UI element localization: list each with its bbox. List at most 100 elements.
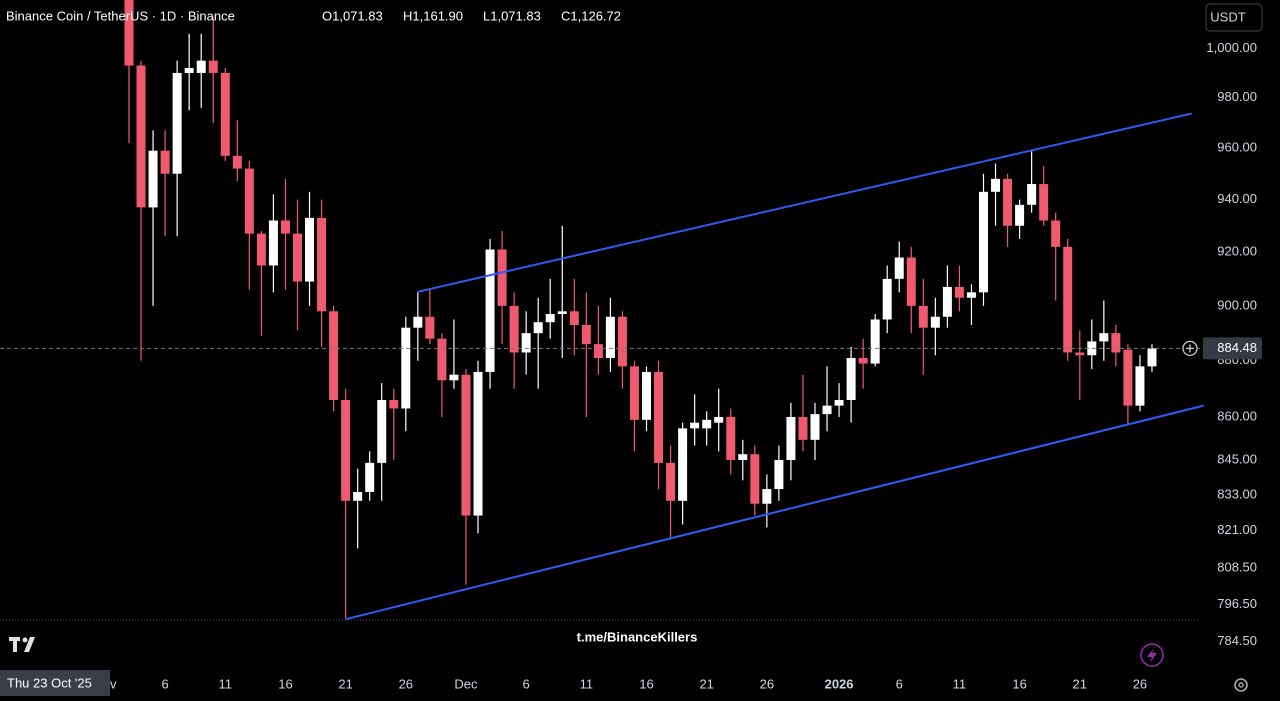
candle-body xyxy=(232,155,242,169)
x-tick-label: 26 xyxy=(760,676,774,691)
candle-body xyxy=(365,462,375,492)
candle-body xyxy=(208,60,218,73)
ohlc-high: H1,161.90 xyxy=(403,8,463,23)
y-tick-label: 845.00 xyxy=(1217,451,1257,466)
y-tick-label: 784.50 xyxy=(1217,633,1257,648)
settings-icon[interactable] xyxy=(1234,678,1248,692)
candle-body xyxy=(1135,366,1145,406)
candle-body xyxy=(172,72,182,174)
candle-body xyxy=(834,399,844,406)
candle-body xyxy=(894,257,904,279)
candle-body xyxy=(678,428,688,501)
settings-icon-core[interactable] xyxy=(1238,682,1244,688)
candle-body xyxy=(629,366,639,420)
candle-body xyxy=(341,399,351,501)
candle-body xyxy=(329,311,339,400)
candle-body xyxy=(906,257,916,306)
candle-body xyxy=(1087,341,1097,356)
candle-body xyxy=(966,292,976,298)
y-tick-label: 796.50 xyxy=(1217,596,1257,611)
y-tick-label: 940.00 xyxy=(1217,191,1257,206)
candle-body xyxy=(654,371,664,463)
ohlc-open: O1,071.83 xyxy=(322,8,383,23)
y-tick-label: 920.00 xyxy=(1217,244,1257,259)
candle-body xyxy=(461,374,471,516)
candle-body xyxy=(425,316,435,339)
trend-line xyxy=(417,112,1192,293)
y-tick-label: 860.00 xyxy=(1217,408,1257,423)
candle-body xyxy=(1123,349,1133,406)
y-tick-label: 980.00 xyxy=(1217,89,1257,104)
candle-body xyxy=(268,220,278,266)
candle-body xyxy=(148,150,158,208)
candle-body xyxy=(1063,246,1073,353)
candle-body xyxy=(1039,184,1049,221)
alert-icon[interactable] xyxy=(1140,643,1164,667)
candle-body xyxy=(702,419,712,429)
candle-body xyxy=(786,416,796,460)
candle-body xyxy=(1015,204,1025,226)
candle-body xyxy=(750,454,760,504)
candle-body xyxy=(798,416,808,440)
candle-body xyxy=(858,358,868,364)
candle-body xyxy=(690,422,700,429)
last-price-box xyxy=(1203,337,1262,360)
candle-body xyxy=(136,65,146,208)
alert-bolt[interactable] xyxy=(1147,648,1157,663)
y-tick-label: 960.00 xyxy=(1217,140,1257,155)
x-tick-label: 16 xyxy=(278,676,292,691)
candle-body xyxy=(666,462,676,501)
candle-body xyxy=(353,491,363,501)
y-tick-label: 821.00 xyxy=(1217,522,1257,537)
x-tick-label: Dec xyxy=(454,676,478,691)
x-tick-label: 11 xyxy=(219,676,233,691)
candle-body xyxy=(280,220,290,234)
candle-body xyxy=(244,168,254,234)
candle-body xyxy=(762,489,772,504)
x-tick-label: 11 xyxy=(953,676,967,691)
trend-line xyxy=(345,404,1204,621)
candle-body xyxy=(822,405,832,415)
x-tick-label: 21 xyxy=(699,676,713,691)
x-tick-label: 16 xyxy=(1012,676,1026,691)
candle-body xyxy=(509,305,519,353)
candle-body xyxy=(1099,333,1109,342)
x-tick-label: 21 xyxy=(338,676,352,691)
candle-body xyxy=(714,416,724,423)
currency-button[interactable] xyxy=(1205,3,1263,32)
candle-body xyxy=(485,249,495,372)
candle-body xyxy=(810,414,820,440)
candle-body xyxy=(196,60,206,73)
candle-body xyxy=(1003,178,1013,226)
y-tick-label: 1,000.00 xyxy=(1206,40,1257,55)
x-tick-label: 6 xyxy=(161,676,168,691)
x-tick-label: 11 xyxy=(580,676,594,691)
candle-body xyxy=(581,324,591,345)
candle-body xyxy=(930,316,940,328)
candle-body xyxy=(220,72,230,156)
candle-body xyxy=(918,305,928,328)
candle-body xyxy=(533,322,543,334)
candle-body xyxy=(605,316,615,359)
candle-body xyxy=(1051,220,1061,247)
candle-body xyxy=(160,150,170,174)
x-tick-label: 16 xyxy=(639,676,653,691)
candle-body xyxy=(449,374,459,381)
crosshair-date: Thu 23 Oct '25 xyxy=(7,675,92,690)
add-alert-plus[interactable] xyxy=(1186,344,1194,353)
candle-body xyxy=(738,454,748,460)
candle-body xyxy=(1027,184,1037,205)
candle-body xyxy=(521,333,531,353)
currency-button-label[interactable]: USDT xyxy=(1210,9,1245,24)
candle-body xyxy=(774,459,784,490)
x-tick-label: 6 xyxy=(896,676,903,691)
last-price-label: 884.48 xyxy=(1217,340,1257,355)
candle-body xyxy=(184,68,194,73)
y-tick-label: 808.50 xyxy=(1217,559,1257,574)
candle-body xyxy=(377,399,387,463)
ohlc-low: L1,071.83 xyxy=(483,8,541,23)
candle-body xyxy=(497,249,507,306)
y-tick-label: 900.00 xyxy=(1217,297,1257,312)
candle-body xyxy=(978,191,988,293)
